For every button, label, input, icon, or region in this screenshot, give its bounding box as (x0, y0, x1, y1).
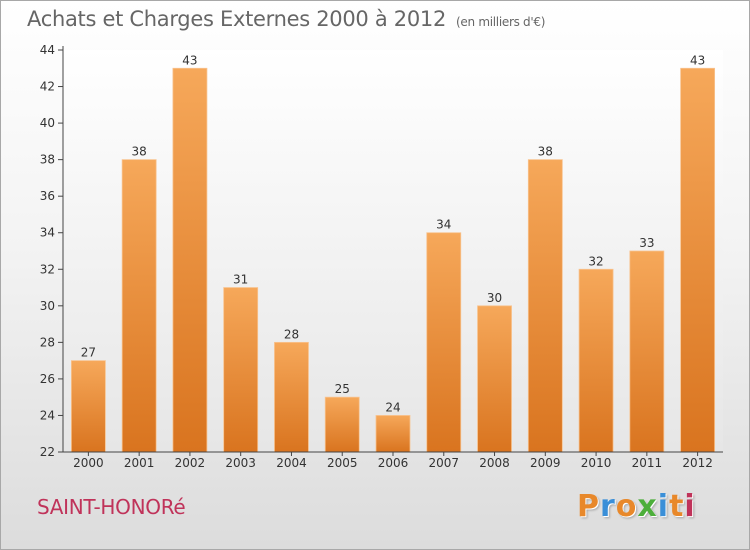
y-tick-label: 26 (40, 372, 55, 386)
x-tick-label-2004: 2004 (276, 456, 307, 470)
x-tick-label-2000: 2000 (73, 456, 104, 470)
data-label-2008: 30 (487, 291, 502, 305)
proxiti-logo: Proxiti (577, 489, 696, 524)
y-tick-label: 44 (40, 43, 55, 57)
bar-2009 (527, 159, 563, 453)
commune-name: SAINT-HONORé (37, 495, 186, 519)
data-label-2003: 31 (233, 273, 248, 287)
bar-2010 (578, 268, 614, 453)
x-tick-label-2005: 2005 (327, 456, 358, 470)
y-tick-label: 36 (40, 189, 55, 203)
plot-area (63, 50, 723, 452)
logo-letter: i (657, 489, 670, 524)
bar-2006 (375, 415, 411, 453)
logo-letter: P (577, 489, 600, 524)
logo-letter: t (669, 489, 685, 524)
y-tick-label: 22 (40, 445, 55, 459)
y-tick-label: 40 (40, 116, 55, 130)
bar-2001 (121, 159, 157, 453)
logo-letter: i (684, 489, 696, 524)
y-tick-label: 30 (40, 299, 55, 313)
data-label-2002: 43 (182, 53, 197, 67)
bar-2008 (477, 305, 512, 453)
logo-letter: x (637, 489, 658, 524)
bar-2002 (172, 67, 208, 453)
logo-letter: r (600, 489, 616, 524)
y-tick-label: 24 (40, 408, 55, 422)
data-label-2011: 33 (639, 236, 654, 250)
bar-2011 (629, 250, 665, 453)
x-tick-label-2012: 2012 (682, 456, 713, 470)
chart-title: Achats et Charges Externes 2000 à 2012 (e… (27, 7, 545, 31)
data-label-2006: 24 (385, 400, 400, 414)
x-tick-label-2011: 2011 (632, 456, 663, 470)
y-tick-label: 34 (40, 226, 55, 240)
bar-2000 (70, 360, 106, 453)
x-tick-label-2008: 2008 (479, 456, 510, 470)
data-label-2000: 27 (81, 346, 96, 360)
data-label-2005: 25 (335, 382, 350, 396)
y-tick-label: 38 (40, 153, 55, 167)
data-label-2004: 28 (284, 327, 299, 341)
data-label-2001: 38 (132, 145, 147, 159)
x-tick-label-2006: 2006 (378, 456, 409, 470)
x-tick-label-2009: 2009 (530, 456, 561, 470)
y-tick-label: 42 (40, 80, 55, 94)
chart-unit: (en milliers d'€) (456, 15, 546, 29)
data-label-2007: 34 (436, 218, 451, 232)
bar-2007 (426, 232, 462, 453)
y-tick-label: 32 (40, 262, 55, 276)
bar-2003 (223, 287, 259, 453)
data-label-2010: 32 (588, 254, 603, 268)
data-label-2009: 38 (538, 145, 553, 159)
x-tick-label-2003: 2003 (225, 456, 256, 470)
x-tick-label-2010: 2010 (581, 456, 612, 470)
logo-letter: o (615, 489, 638, 524)
bar-2005 (324, 396, 360, 453)
bar-2012 (680, 67, 716, 453)
data-label-2012: 43 (690, 53, 705, 67)
x-tick-label-2001: 2001 (124, 456, 155, 470)
bar-2004 (274, 341, 309, 453)
x-tick-label-2007: 2007 (428, 456, 459, 470)
x-tick-label-2002: 2002 (175, 456, 206, 470)
y-tick-label: 28 (40, 335, 55, 349)
chart-title-text: Achats et Charges Externes 2000 à 2012 (27, 7, 447, 31)
